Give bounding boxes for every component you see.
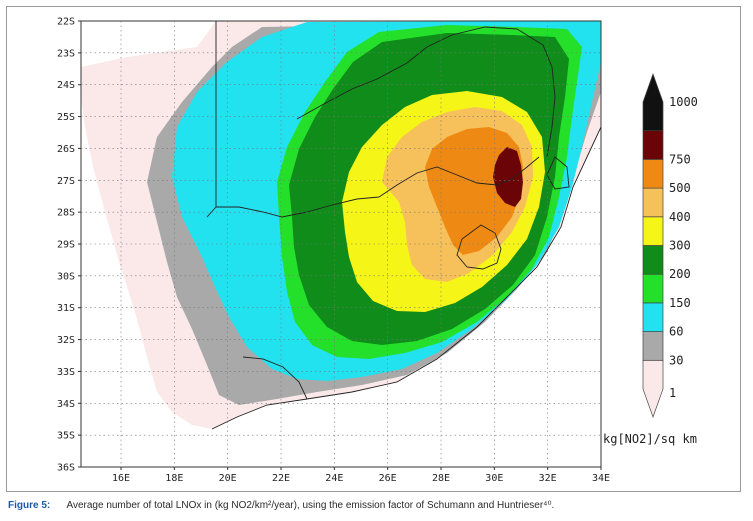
legend-label: 300 bbox=[669, 239, 691, 253]
longitude-labels: 16E 18E 20E 22E 24E 26E 28E 30E 32E 34E bbox=[112, 473, 610, 484]
lon-label: 18E bbox=[165, 473, 183, 484]
lat-label: 26S bbox=[57, 144, 75, 155]
legend-label: 60 bbox=[669, 325, 683, 339]
legend-labels: 1 30 60 150 200 300 400 500 750 1000 bbox=[669, 95, 698, 400]
lon-label: 30E bbox=[485, 473, 503, 484]
legend-swatch bbox=[642, 302, 664, 332]
lat-label: 22S bbox=[57, 17, 75, 28]
legend-label: 30 bbox=[669, 353, 683, 367]
legend-swatch bbox=[642, 331, 664, 361]
legend-colorbar bbox=[642, 72, 664, 419]
legend-label: 400 bbox=[669, 210, 691, 224]
lat-label: 30S bbox=[57, 271, 75, 282]
legend-units: kg[NO2]/sq km bbox=[603, 432, 697, 446]
figure-frame: 22S 23S 24S 25S 26S 27S 28S 29S 30S 31S 32S 33S 34S 3… bbox=[6, 6, 741, 492]
country-borders bbox=[206, 21, 602, 430]
lon-label: 16E bbox=[112, 473, 130, 484]
legend-swatch bbox=[642, 159, 664, 189]
map-gridlines bbox=[78, 20, 602, 470]
lat-label: 27S bbox=[57, 176, 75, 187]
legend-swatch bbox=[642, 245, 664, 275]
lon-label: 32E bbox=[539, 473, 557, 484]
map-figure: 22S 23S 24S 25S 26S 27S 28S 29S 30S 31S 32S 33S 34S 3… bbox=[57, 17, 698, 485]
lat-label: 35S bbox=[57, 431, 75, 442]
legend-swatch bbox=[642, 72, 664, 132]
figure-label: Figure 5: bbox=[8, 500, 51, 511]
legend-label: 1000 bbox=[669, 95, 698, 109]
lon-label: 20E bbox=[219, 473, 237, 484]
land-level-9 bbox=[493, 147, 523, 207]
legend-swatch bbox=[642, 216, 664, 246]
caption-text: Average number of total LNOx in (kg NO2/… bbox=[66, 500, 555, 511]
lon-label: 26E bbox=[379, 473, 397, 484]
lon-label: 34E bbox=[592, 473, 610, 484]
lon-label: 28E bbox=[432, 473, 450, 484]
legend-label: 1 bbox=[669, 386, 676, 400]
lon-label: 24E bbox=[325, 473, 343, 484]
lat-label: 36S bbox=[57, 463, 75, 474]
lat-label: 34S bbox=[57, 399, 75, 410]
legend-swatch bbox=[642, 130, 664, 160]
legend-label: 200 bbox=[669, 267, 691, 281]
lat-label: 31S bbox=[57, 303, 75, 314]
lat-label: 32S bbox=[57, 335, 75, 346]
legend-swatch bbox=[642, 359, 664, 419]
legend-label: 150 bbox=[669, 296, 691, 310]
lat-label: 28S bbox=[57, 208, 75, 219]
legend-swatch bbox=[642, 273, 664, 304]
lat-label: 33S bbox=[57, 367, 75, 378]
figure-caption: Figure 5: Average number of total LNOx i… bbox=[8, 500, 748, 511]
legend-label: 750 bbox=[669, 152, 691, 166]
lat-label: 25S bbox=[57, 112, 75, 123]
legend-label: 500 bbox=[669, 181, 691, 195]
legend-swatch bbox=[642, 187, 664, 218]
lat-label: 29S bbox=[57, 240, 75, 251]
latitude-labels: 22S 23S 24S 25S 26S 27S 28S 29S 30S 31S 32S 33S 34S 3… bbox=[57, 17, 75, 474]
lat-label: 23S bbox=[57, 48, 75, 59]
lon-label: 22E bbox=[272, 473, 290, 484]
lat-label: 24S bbox=[57, 80, 75, 91]
